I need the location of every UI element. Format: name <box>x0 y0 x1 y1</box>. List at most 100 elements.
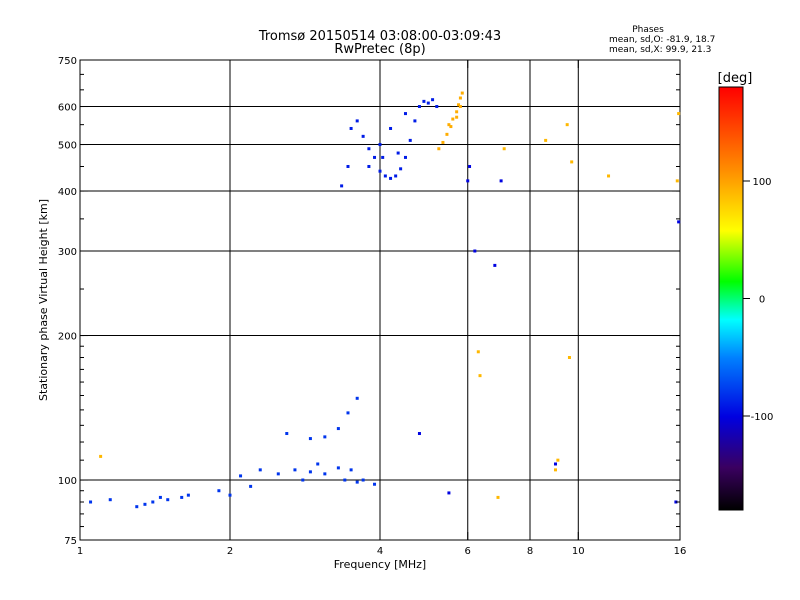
data-point <box>239 474 243 478</box>
data-point <box>413 119 417 123</box>
data-point <box>323 435 327 439</box>
data-point <box>447 491 451 495</box>
y-tick-label: 300 <box>58 247 77 258</box>
data-point <box>478 374 482 378</box>
data-point <box>381 155 385 159</box>
data-point <box>553 462 557 466</box>
data-point <box>217 489 221 493</box>
data-point <box>607 174 611 178</box>
x-tick-label: 6 <box>465 546 471 557</box>
data-point <box>343 478 347 482</box>
y-axis-label: Stationary phase Virtual Height [km] <box>37 199 50 401</box>
y-tick-label: 400 <box>58 187 77 198</box>
data-point <box>373 155 377 159</box>
y-tick-label: 500 <box>58 141 77 152</box>
data-point <box>455 110 459 114</box>
y-tick-label: 200 <box>58 332 77 343</box>
data-point <box>285 432 289 436</box>
data-point <box>567 355 571 359</box>
data-point <box>435 105 439 109</box>
data-point <box>378 169 382 173</box>
phases-line-x: mean, sd,X: 99.9, 21.3 <box>609 45 711 55</box>
data-point <box>301 478 305 482</box>
data-point <box>158 495 162 499</box>
data-point <box>553 468 557 472</box>
data-point <box>336 427 340 431</box>
data-point <box>378 143 382 147</box>
data-point <box>431 98 435 102</box>
data-point <box>228 493 232 497</box>
data-point <box>383 174 387 178</box>
data-point <box>441 140 445 144</box>
data-point <box>180 495 184 499</box>
x-axis-label: Frequency [MHz] <box>334 558 426 571</box>
data-point <box>422 99 426 103</box>
data-point <box>403 155 407 159</box>
data-point <box>458 96 462 100</box>
data-point <box>346 164 350 168</box>
data-point <box>308 470 312 474</box>
data-point <box>499 179 503 183</box>
data-point <box>316 462 320 466</box>
data-point <box>394 174 398 178</box>
colorbar-tick-label: 100 <box>752 177 771 188</box>
data-point <box>367 147 371 151</box>
data-point <box>340 184 344 188</box>
data-point <box>89 500 93 504</box>
x-tick-label: 2 <box>227 546 233 557</box>
colorbar-tick-label: -100 <box>751 412 774 423</box>
data-point <box>408 138 412 142</box>
data-point <box>468 164 472 168</box>
data-point <box>493 263 497 267</box>
data-point <box>373 482 377 486</box>
data-point <box>449 125 453 129</box>
y-tick-label: 750 <box>58 56 77 67</box>
data-point <box>143 502 147 506</box>
data-point <box>166 498 170 502</box>
data-point <box>473 249 477 253</box>
data-point <box>346 411 350 415</box>
data-point <box>323 472 327 476</box>
phases-line-o: mean, sd,O: -81.9, 18.7 <box>609 35 715 45</box>
data-point <box>293 468 297 472</box>
data-point <box>466 179 470 183</box>
x-tick-label: 1 <box>77 546 83 557</box>
x-tick-label: 10 <box>572 546 585 557</box>
data-point <box>399 167 403 171</box>
x-tick-label: 8 <box>527 546 533 557</box>
x-tick-label: 16 <box>674 546 687 557</box>
data-point <box>417 105 421 109</box>
data-point <box>396 151 400 155</box>
data-point <box>135 505 139 509</box>
data-point <box>458 105 462 109</box>
grid-lines <box>80 60 680 540</box>
data-point <box>496 495 500 499</box>
data-point <box>437 147 441 151</box>
data-point <box>403 112 407 116</box>
data-point <box>355 396 359 400</box>
data-point <box>389 126 393 130</box>
data-point <box>502 147 506 151</box>
data-point <box>451 117 455 121</box>
data-point <box>565 123 569 127</box>
colorbar-tick-label: 0 <box>759 295 765 306</box>
data-point <box>349 468 353 472</box>
data-points <box>89 91 681 509</box>
data-point <box>308 437 312 441</box>
data-point <box>544 138 548 142</box>
data-point <box>336 466 340 470</box>
data-point <box>389 176 393 180</box>
chart-subtitle: RwPretec (8p) <box>334 42 425 57</box>
data-point <box>426 101 430 105</box>
data-point <box>361 134 365 138</box>
data-point <box>367 164 371 168</box>
data-point <box>674 500 678 504</box>
colorbar-label: [deg] <box>718 71 753 86</box>
data-point <box>276 472 280 476</box>
data-point <box>355 119 359 123</box>
data-point <box>457 103 461 107</box>
data-point <box>417 432 421 436</box>
y-tick-label: 100 <box>58 476 77 487</box>
data-point <box>556 458 560 462</box>
